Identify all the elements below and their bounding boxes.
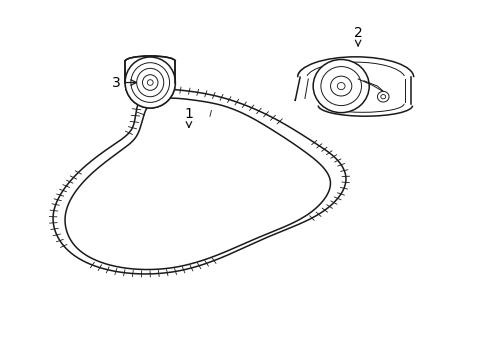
Ellipse shape — [312, 59, 368, 113]
Ellipse shape — [147, 80, 153, 85]
Text: 3: 3 — [112, 76, 136, 90]
Ellipse shape — [125, 57, 175, 108]
Ellipse shape — [380, 95, 385, 99]
Ellipse shape — [292, 49, 423, 130]
Ellipse shape — [142, 75, 158, 90]
Ellipse shape — [377, 91, 388, 102]
Ellipse shape — [122, 36, 178, 107]
Ellipse shape — [330, 76, 351, 96]
Ellipse shape — [337, 82, 345, 90]
Polygon shape — [65, 98, 330, 270]
Polygon shape — [53, 89, 346, 274]
Text: 1: 1 — [184, 107, 193, 127]
Text: 2: 2 — [353, 26, 362, 46]
Ellipse shape — [125, 57, 175, 108]
Ellipse shape — [312, 59, 368, 113]
